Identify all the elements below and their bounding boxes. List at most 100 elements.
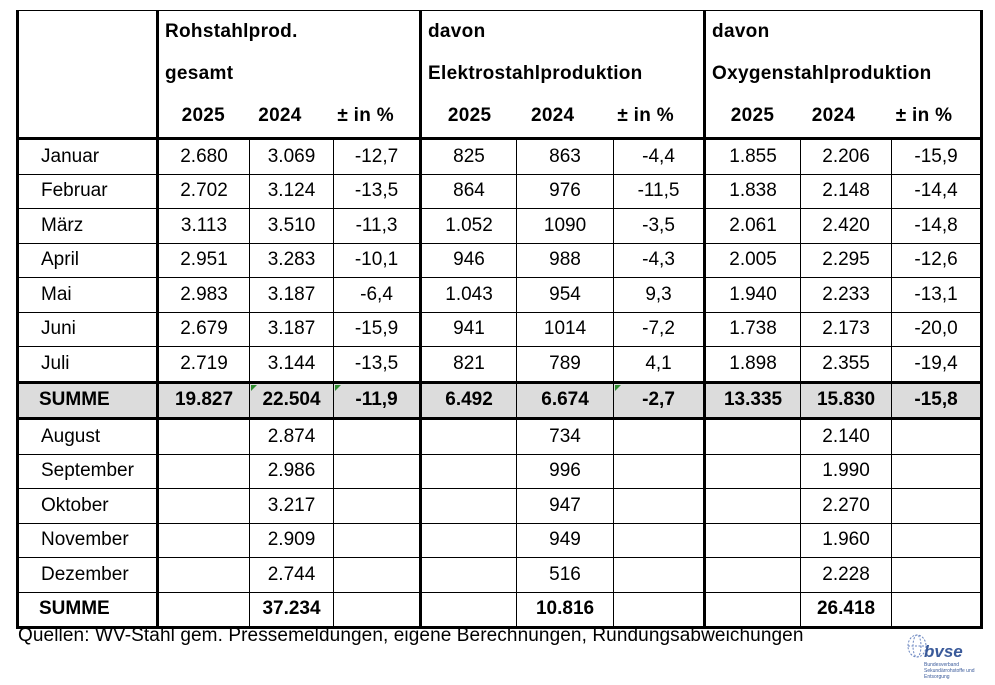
cell-2025: 19.827 [156,380,250,420]
cell-2024: 2.744 [249,557,334,593]
cell-2024: 734 [516,418,615,455]
row-label: August [16,418,158,455]
header-group-rohstahl-line1: Rohstahlprod. [165,21,298,42]
row-label: November [16,522,158,558]
cell-2025: 6.492 [419,380,518,420]
cell-change [891,418,984,455]
row-label: Juni [16,311,158,347]
cell-2024: 37.234 [249,591,334,629]
year-header-2024: 2024 [530,105,575,126]
table-row: Oktober 3.217 947 2.270 [16,488,984,524]
source-note: Quellen: WV-Stahl gem. Pressemeldungen, … [18,625,804,646]
table-row: Dezember 2.744 516 2.228 [16,557,984,593]
header-group-oxygen-line1: davon [712,21,770,42]
cell-2024: 1090 [516,208,615,244]
cell-2024: 996 [516,453,615,489]
cell-2024: 3.510 [249,208,334,244]
table-row: Mai 2.983 3.187 -6,4 1.043 954 9,3 1.940 2.233 -1… [16,277,984,313]
cell-2025 [419,488,518,524]
cell-2025: 946 [419,242,518,278]
table-row: August 2.874 734 2.140 [16,418,984,455]
cell-change [332,557,422,593]
cell-change: -12,7 [332,138,422,175]
header-group-elektro-line1: davon [428,21,486,42]
cell-2024: 3.187 [249,311,334,347]
cell-2024: 976 [516,173,615,209]
header-group-elektro-line2: Elektrostahlproduktion [428,63,643,84]
cell-2025 [156,418,250,455]
logo-subtitle: Bundesverband Sekundärrohstoffe und Ents… [924,662,975,680]
steel-production-table: Rohstahlprod. gesamt 2025 2024 ± in % da… [16,10,984,629]
cell-2024: 988 [516,242,615,278]
cell-change: -14,8 [891,208,984,244]
cell-2025 [156,453,250,489]
cell-2024: 2.270 [800,488,893,524]
change-header: ± in % [617,105,674,126]
cell-2024: 2.173 [800,311,893,347]
cell-2024: 15.830 [800,380,893,420]
cell-change: -14,4 [891,173,984,209]
cell-change: -15,9 [891,138,984,175]
cell-change [891,522,984,558]
cell-2025: 941 [419,311,518,347]
cell-change: -13,5 [332,173,422,209]
cell-change [613,522,706,558]
cell-2024: 2.355 [800,346,893,383]
cell-change [891,557,984,593]
cell-2025 [156,488,250,524]
cell-2025 [703,522,802,558]
year-header-2025: 2025 [447,105,492,126]
header-row: Rohstahlprod. gesamt 2025 2024 ± in % da… [16,10,984,140]
cell-2025: 821 [419,346,518,383]
cell-2024: 3.144 [249,346,334,383]
cell-2025 [703,418,802,455]
year-header-subtable-3: 2025 2024 ± in % [712,95,974,137]
header-group-oxygen: davon Oxygenstahlproduktion 2025 2024 ± … [703,10,984,140]
cell-change [891,591,984,629]
cell-2025: 3.113 [156,208,250,244]
bvse-logo: bvse Bundesverband Sekundärrohstoffe und… [906,632,986,680]
cell-2024: 2.233 [800,277,893,313]
cell-2025 [419,557,518,593]
cell-2024: 949 [516,522,615,558]
cell-change [891,453,984,489]
cell-change: 9,3 [613,277,706,313]
cell-2024: 2.874 [249,418,334,455]
cell-change: -3,5 [613,208,706,244]
year-header-2024: 2024 [258,105,302,126]
table-row: September 2.986 996 1.990 [16,453,984,489]
cell-2025: 2.061 [703,208,802,244]
cell-change [613,557,706,593]
cell-2025: 2.951 [156,242,250,278]
cell-2024: 3.187 [249,277,334,313]
cell-change: -11,9 [332,380,422,420]
cell-change: -6,4 [332,277,422,313]
cell-2025: 864 [419,173,518,209]
cell-2024: 2.295 [800,242,893,278]
header-group-rohstahl-line2: gesamt [165,63,234,84]
summe-row: SUMME 19.827 22.504 -11,9 6.492 6.674 -2,7 13.3… [16,380,984,420]
cell-2024: 2.206 [800,138,893,175]
logo-word: bvse [924,642,963,661]
cell-2024: 1.960 [800,522,893,558]
cell-2024: 22.504 [249,380,334,420]
cell-change [891,488,984,524]
cell-2024: 6.674 [516,380,615,420]
cell-change: 4,1 [613,346,706,383]
cell-2024: 10.816 [516,591,615,629]
cell-change [332,488,422,524]
cell-change: -20,0 [891,311,984,347]
cell-2025: 2.679 [156,311,250,347]
row-label: Dezember [16,557,158,593]
cell-2025 [156,591,250,629]
cell-2025: 2.983 [156,277,250,313]
cell-2025 [156,522,250,558]
row-label: Juli [16,346,158,383]
cell-2025: 825 [419,138,518,175]
table-row: Januar 2.680 3.069 -12,7 825 863 -4,4 1.855 2.20… [16,138,984,175]
cell-2025 [156,557,250,593]
row-label: Oktober [16,488,158,524]
cell-2025: 1.738 [703,311,802,347]
cell-2025: 13.335 [703,380,802,420]
table-row: Februar 2.702 3.124 -13,5 864 976 -11,5 1.838 2.… [16,173,984,209]
